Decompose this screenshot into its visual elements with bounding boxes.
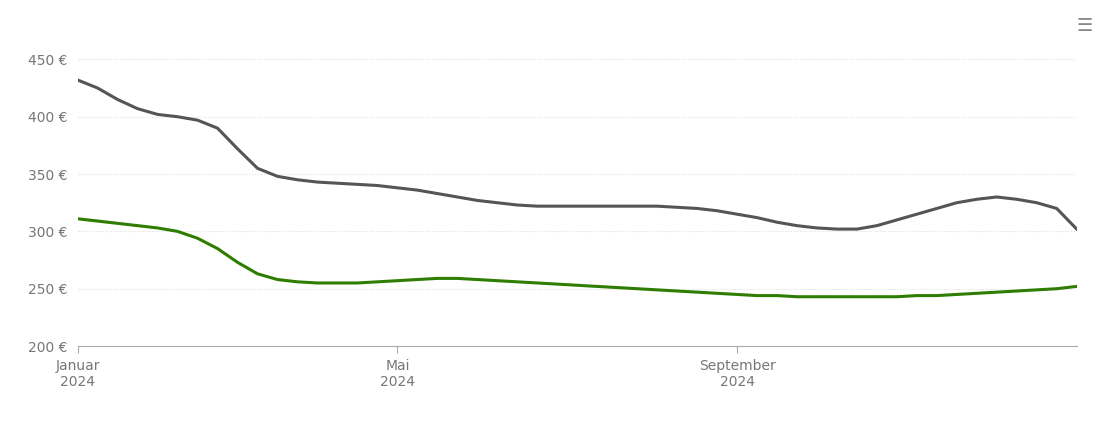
Text: ☰: ☰	[1076, 17, 1092, 35]
